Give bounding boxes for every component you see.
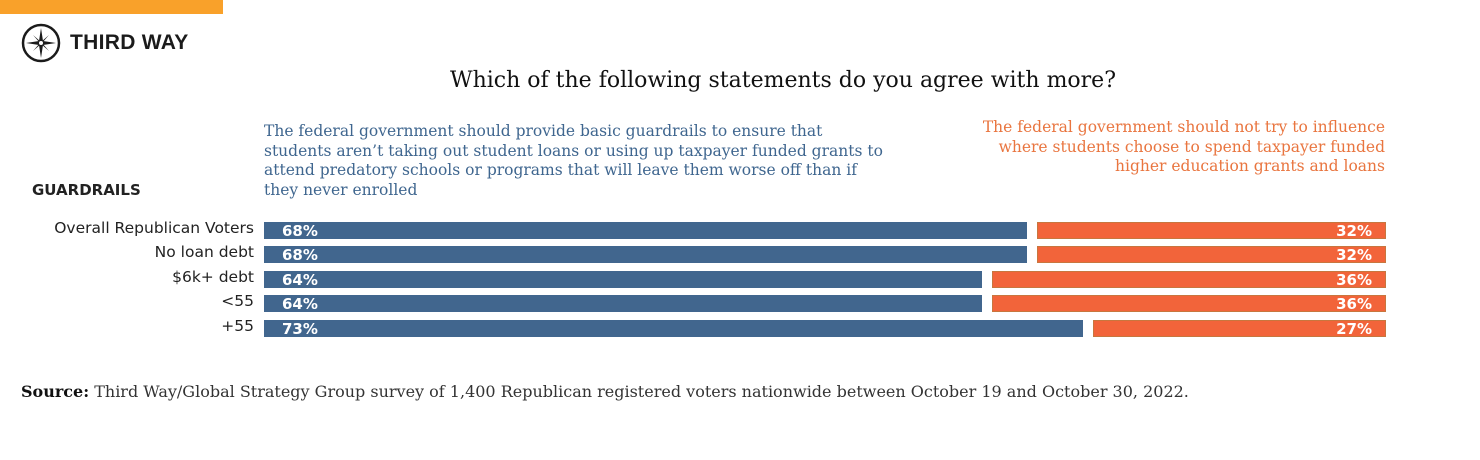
bar-no-influence [1036,222,1386,239]
category-label: Overall Republican Voters [54,219,254,237]
data-label-guardrails: 73% [282,320,318,338]
legend-no-influence-statement: The federal government should not try to… [982,118,1385,175]
data-label-no-influence: 27% [1336,320,1372,338]
data-label-guardrails: 68% [282,246,318,264]
bar-guardrails [264,320,1084,337]
brand-name: THIRD WAY [70,31,189,54]
data-label-guardrails: 64% [282,271,318,289]
category-label: No loan debt [154,243,254,261]
data-label-guardrails: 68% [282,222,318,240]
compass-icon [21,23,61,63]
legend-guardrails-statement: The federal government should provide ba… [264,122,883,199]
bar-guardrails [264,295,983,312]
data-label-no-influence: 36% [1336,271,1372,289]
bar-guardrails [264,271,983,288]
chart-title: Which of the following statements do you… [449,68,1116,93]
data-label-no-influence: 32% [1336,222,1372,240]
top-accent-bar [0,0,223,14]
source-text: Third Way/Global Strategy Group survey o… [89,382,1189,401]
bar-guardrails [264,222,1027,239]
section-label: GUARDRAILS [32,181,141,199]
category-label: $6k+ debt [172,268,254,286]
bar-guardrails [264,246,1027,263]
bar-no-influence [992,295,1386,312]
data-label-guardrails: 64% [282,295,318,313]
bar-no-influence [1093,320,1386,337]
category-label: <55 [221,292,254,310]
source-note: Source: Third Way/Global Strategy Group … [21,382,1189,401]
bar-no-influence [1036,246,1386,263]
third-way-logo: THIRD WAY [21,23,189,63]
data-label-no-influence: 32% [1336,246,1372,264]
bar-no-influence [992,271,1386,288]
source-label: Source: [21,382,90,401]
category-label: +55 [221,317,254,335]
data-label-no-influence: 36% [1336,295,1372,313]
